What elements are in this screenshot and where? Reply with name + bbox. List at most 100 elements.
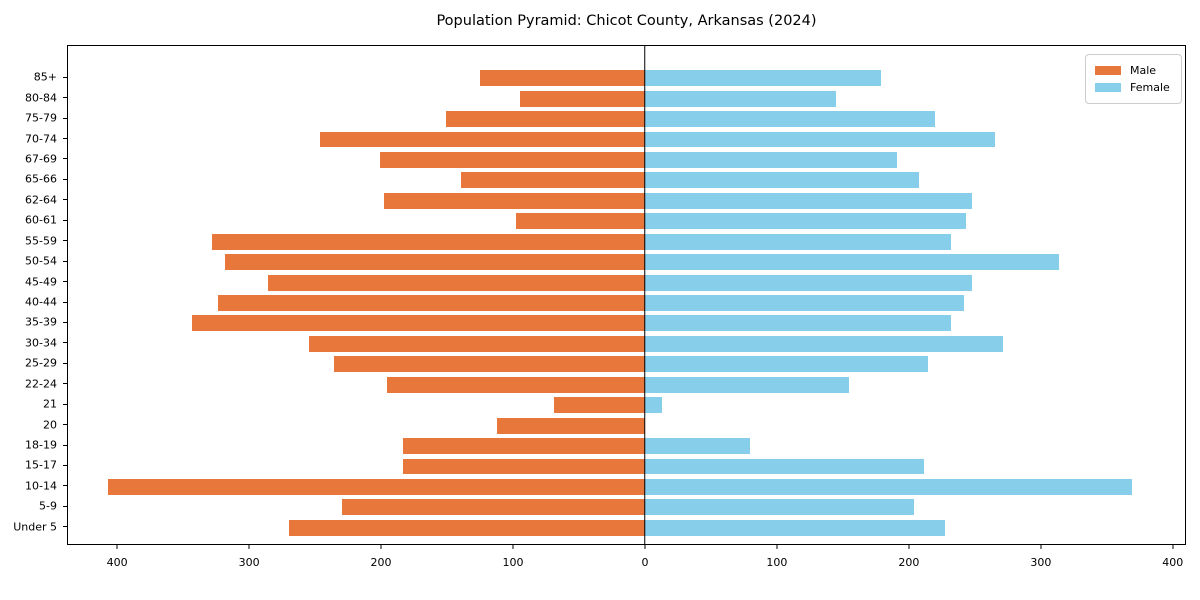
y-tick-label: 18-19 [25, 438, 57, 452]
pyramid-row [68, 191, 1185, 211]
y-tick-label: 20 [43, 418, 57, 432]
y-tick-label: 45-49 [25, 275, 57, 289]
female-bar [644, 90, 836, 107]
male-bar [554, 397, 645, 414]
y-tick-label: 75-79 [25, 111, 57, 125]
male-bar [268, 274, 645, 291]
male-bar [107, 478, 645, 495]
y-tick-label: 5-9 [39, 499, 57, 513]
y-tick-label: 40-44 [25, 295, 57, 309]
y-tick-mark [63, 97, 67, 99]
male-bar [211, 233, 645, 250]
y-tick-label: 15-17 [25, 458, 57, 472]
pyramid-row [68, 211, 1185, 231]
female-bar [644, 70, 881, 87]
y-tick-mark [63, 199, 67, 201]
female-bar [644, 519, 946, 536]
female-bar [644, 254, 1059, 271]
male-bar [460, 172, 645, 189]
legend-item-male: Male [1095, 62, 1172, 79]
y-tick-label: 35-39 [25, 315, 57, 329]
pyramid-row [68, 88, 1185, 108]
y-tick-label: 22-24 [25, 377, 57, 391]
male-swatch-icon [1095, 66, 1121, 75]
x-tick-label: 100 [766, 556, 788, 569]
female-bar [644, 499, 914, 516]
female-bar [644, 192, 972, 209]
y-tick-mark [63, 76, 67, 78]
pyramid-row [68, 252, 1185, 272]
y-tick-mark [63, 158, 67, 160]
y-tick-label: 70-74 [25, 132, 57, 146]
female-bar [644, 274, 972, 291]
y-tick-mark [63, 362, 67, 364]
y-tick-label: 21 [43, 397, 57, 411]
y-tick-mark [63, 464, 67, 466]
female-bar [644, 335, 1004, 352]
x-tick-mark [644, 545, 646, 549]
y-tick-mark [63, 444, 67, 446]
y-tick-mark [63, 281, 67, 283]
pyramid-row [68, 395, 1185, 415]
y-tick-label: 60-61 [25, 213, 57, 227]
y-tick-mark [63, 260, 67, 262]
y-tick-label: 67-69 [25, 152, 57, 166]
x-tick-mark [1172, 545, 1174, 549]
x-tick-mark [1040, 545, 1042, 549]
y-tick-mark [63, 219, 67, 221]
pyramid-row [68, 477, 1185, 497]
pyramid-row [68, 375, 1185, 395]
female-bar [644, 438, 751, 455]
x-tick-mark [908, 545, 910, 549]
y-tick-label: 25-29 [25, 356, 57, 370]
male-bar [480, 70, 645, 87]
female-bar [644, 315, 951, 332]
female-bar [644, 151, 897, 168]
pyramid-row [68, 232, 1185, 252]
x-tick-label: 400 [106, 556, 128, 569]
female-bar [644, 376, 850, 393]
y-axis: 85+ 80-84 75-79 70-74 67-69 65-66 62-64 60-61 55… [0, 45, 67, 545]
male-bar [386, 376, 645, 393]
x-tick-label: 200 [898, 556, 920, 569]
pyramid-row [68, 334, 1185, 354]
male-bar [402, 438, 645, 455]
x-tick-label: 0 [641, 556, 649, 569]
pyramid-row [68, 109, 1185, 129]
legend-item-female: Female [1095, 79, 1172, 96]
x-tick-mark [776, 545, 778, 549]
y-tick-mark [63, 383, 67, 385]
legend: Male Female [1085, 54, 1182, 104]
x-tick-mark [248, 545, 250, 549]
legend-label-male: Male [1130, 64, 1157, 77]
female-bar [644, 397, 663, 414]
male-bar [380, 151, 645, 168]
pyramid-row [68, 170, 1185, 190]
y-tick-label: 85+ [33, 70, 57, 84]
pyramid-row [68, 313, 1185, 333]
pyramid-row [68, 68, 1185, 88]
x-tick-mark [380, 545, 382, 549]
y-tick-mark [63, 321, 67, 323]
male-bar [334, 356, 645, 373]
male-bar [191, 315, 645, 332]
y-tick-label: 50-54 [25, 254, 57, 268]
y-tick-mark [63, 424, 67, 426]
y-tick-mark [63, 342, 67, 344]
male-bar [497, 417, 645, 434]
pyramid-row [68, 436, 1185, 456]
female-bar [644, 356, 929, 373]
x-tick-label: 200 [370, 556, 392, 569]
pyramid-row [68, 129, 1185, 149]
male-bar [309, 335, 645, 352]
male-bar [402, 458, 645, 475]
y-tick-mark [63, 301, 67, 303]
y-tick-mark [63, 526, 67, 528]
male-bar [519, 90, 645, 107]
pyramid-row [68, 518, 1185, 538]
y-tick-mark [63, 485, 67, 487]
y-tick-label: 62-64 [25, 193, 57, 207]
female-swatch-icon [1095, 83, 1121, 92]
female-bar [644, 233, 951, 250]
